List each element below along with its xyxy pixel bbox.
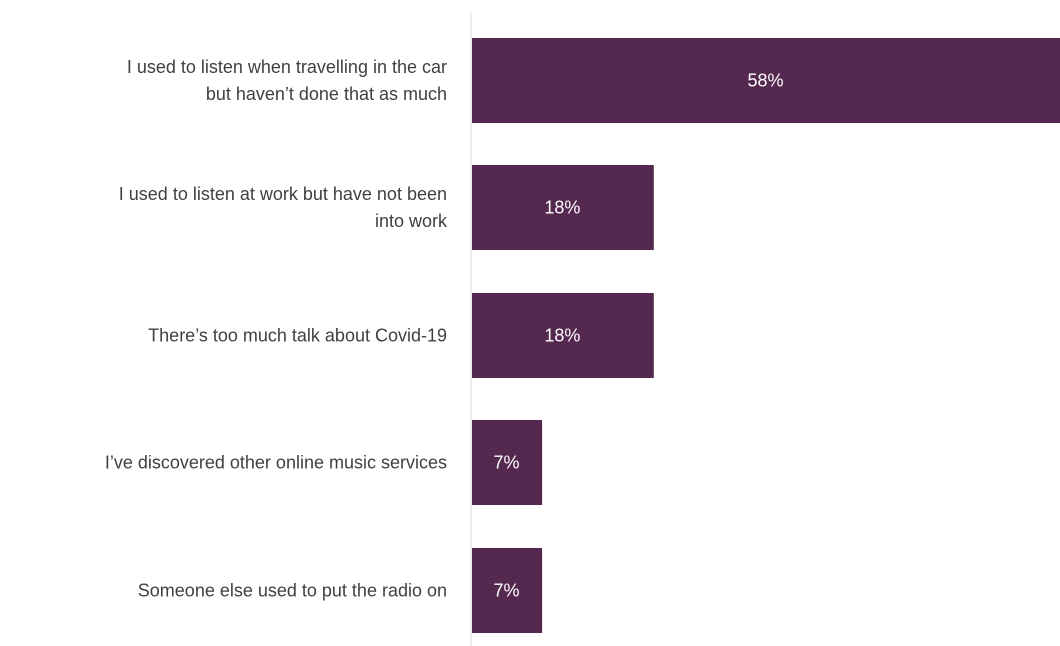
- category-label-line: I used to listen when travelling in the …: [127, 57, 447, 77]
- category-label-3: There’s too much talk about Covid-19: [148, 326, 447, 346]
- category-label-line: There’s too much talk about Covid-19: [148, 326, 447, 346]
- category-label-line: I’ve discovered other online music servi…: [105, 453, 447, 473]
- category-label-5: Someone else used to put the radio on: [138, 581, 447, 601]
- bar-2: [472, 165, 654, 250]
- bar-value-label-5: 7%: [494, 581, 520, 601]
- category-label-2: I used to listen at work but have not be…: [119, 184, 448, 231]
- category-label-1: I used to listen when travelling in the …: [127, 57, 447, 104]
- bar-value-label-1: 58%: [747, 71, 783, 91]
- category-label-line: I used to listen at work but have not be…: [119, 184, 447, 204]
- bar-5: [472, 548, 543, 633]
- bar-4: [472, 420, 543, 505]
- category-label-line: Someone else used to put the radio on: [138, 581, 447, 601]
- bar-value-label-3: 18%: [544, 326, 580, 346]
- category-label-line: into work: [375, 211, 448, 231]
- bar-value-label-4: 7%: [494, 453, 520, 473]
- category-label-4: I’ve discovered other online music servi…: [105, 453, 447, 473]
- bar-value-label-2: 18%: [544, 198, 580, 218]
- bar-1: [472, 38, 1060, 123]
- bar-3: [472, 293, 654, 378]
- category-label-line: but haven’t done that as much: [206, 84, 447, 104]
